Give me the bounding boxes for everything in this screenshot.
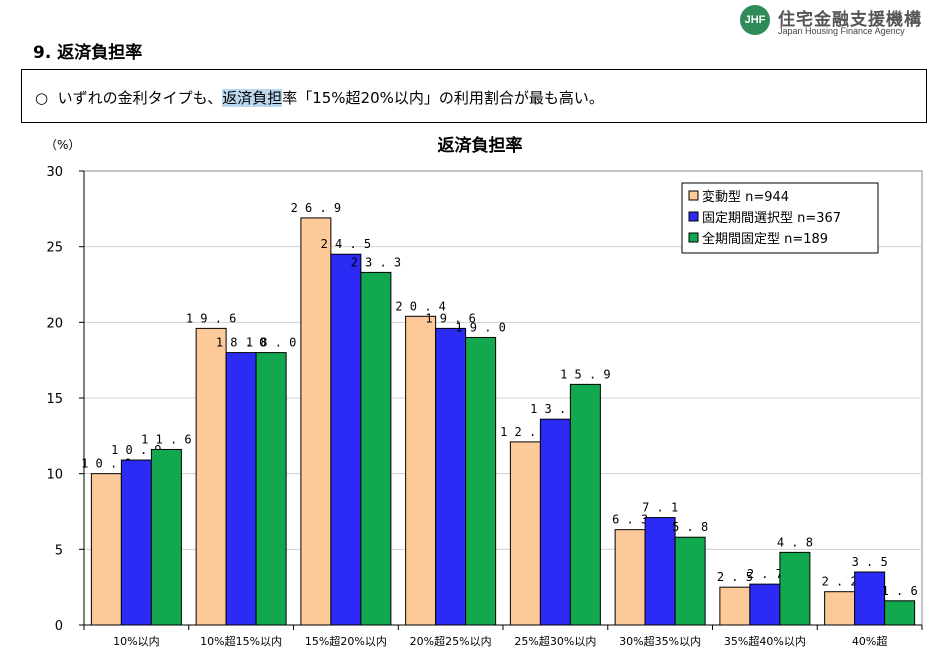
y-tick-label: 30 [46, 165, 63, 180]
bar [884, 600, 916, 626]
bar [509, 441, 541, 626]
bar [435, 327, 467, 626]
bar [150, 448, 182, 626]
bar [465, 336, 497, 626]
data-label: 2 . 7 [747, 567, 783, 581]
bar [120, 459, 152, 626]
bar [569, 383, 601, 626]
bar-layer: 1 0 . 01 0 . 91 1 . 6 1 9 . 6 1 8 . 01 8 .… [81, 201, 918, 626]
agency-logo: JHF 住宅金融支援機構 Japan Housing Finance Agenc… [740, 4, 934, 40]
data-label: 6 . 3 [612, 513, 648, 527]
data-label: 7 . 1 [642, 501, 678, 515]
bar [644, 517, 676, 626]
logo-subtitle: Japan Housing Finance Agency [778, 26, 905, 36]
bar [255, 352, 287, 626]
legend-swatch [688, 232, 699, 243]
data-label: 2 0 . 4 [395, 299, 446, 313]
legend-label: 変動型 n=944 [702, 189, 789, 205]
data-label: 1 5 . 9 [560, 367, 611, 381]
page-title: 9. 返済負担率 [33, 43, 143, 63]
logo-name: 住宅金融支援機構 [778, 10, 922, 30]
summary-bullet-icon: ○ [35, 89, 49, 107]
x-tick-label: 40%超 [852, 634, 887, 648]
legend-label: 全期間固定型 n=189 [702, 231, 828, 247]
bar [779, 551, 811, 626]
bar [195, 327, 227, 626]
bar [749, 583, 781, 626]
data-label: 1 9 . 0 [455, 320, 506, 334]
y-tick-label: 20 [46, 316, 63, 331]
x-tick-label: 35%超40%以内 [724, 634, 806, 648]
summary-text: ○ いずれの金利タイプも、返済負担率「15%超20%以内」の利用割合が最も高い。 [35, 87, 604, 108]
legend-swatch [688, 190, 699, 201]
y-tick-label: 10 [46, 468, 63, 483]
y-tick-label: 15 [46, 392, 63, 407]
data-label: 1 0 . 9 [111, 443, 162, 457]
bar [824, 591, 856, 626]
data-label: 5 . 8 [672, 520, 708, 534]
data-label: 1 2 . 1 [500, 425, 551, 439]
data-label: 1 3 . 6 [530, 402, 581, 416]
data-label: 2 . 5 [717, 570, 753, 584]
logo-mark-icon: JHF [740, 5, 770, 35]
data-label: 1 1 . 6 [141, 432, 192, 446]
bar [225, 352, 257, 626]
chart-title: 返済負担率 [438, 135, 523, 156]
y-tick-label: 5 [55, 543, 63, 558]
data-label: 2 6 . 9 [291, 201, 342, 215]
data-label: 1 0 . 0 [81, 457, 132, 471]
bar [854, 571, 886, 626]
x-tick-label: 20%超25%以内 [410, 634, 492, 648]
bar [674, 536, 706, 626]
legend-swatch [688, 211, 699, 222]
x-tick-label: 10%超15%以内 [200, 634, 282, 648]
bar [360, 271, 392, 626]
axis-layer: 0 5 10 15 20 25 30 10%以内 10%超15%以内 15%超20%以内 20%超2… [46, 165, 923, 648]
bar [539, 418, 571, 626]
summary-text-after: 率「15%超20%以内」の利用割合が最も高い。 [282, 89, 604, 107]
legend-label: 固定期間選択型 n=367 [702, 211, 841, 226]
x-tick-label: 25%超30%以内 [514, 634, 596, 648]
data-label: 1 8 . 0 [246, 336, 297, 350]
data-label: 1 9 . 6 [425, 311, 476, 325]
data-label: 2 4 . 5 [321, 237, 372, 251]
data-label: 4 . 8 [777, 535, 813, 549]
summary-box: ○ いずれの金利タイプも、返済負担率「15%超20%以内」の利用割合が最も高い。 [21, 69, 927, 123]
data-label: 2 3 . 3 [351, 255, 402, 269]
x-tick-label: 15%超20%以内 [305, 634, 387, 648]
y-tick-label: 25 [46, 241, 63, 256]
bar [719, 586, 751, 626]
y-tick-label: 0 [55, 619, 63, 634]
summary-text-before: いずれの金利タイプも、 [57, 89, 223, 107]
data-label: 1 8 . 0 [216, 336, 267, 350]
bar [405, 315, 437, 626]
bar [90, 473, 122, 626]
data-label: 1 . 6 [882, 584, 918, 598]
legend: 変動型 n=944 固定期間選択型 n=367 全期間固定型 n=189 [681, 182, 879, 254]
data-label: 2 . 2 [822, 575, 858, 589]
summary-highlight: 返済負担 [222, 89, 283, 107]
bar [300, 217, 332, 626]
y-axis-unit: （%） [45, 138, 80, 152]
data-label: 1 9 . 6 [186, 311, 237, 325]
data-label: 3 . 5 [852, 555, 888, 569]
x-tick-label: 30%超35%以内 [619, 634, 701, 648]
legend-box [681, 182, 879, 254]
x-tick-label: 10%以内 [113, 634, 159, 648]
bar [614, 529, 646, 626]
bar [330, 253, 362, 626]
